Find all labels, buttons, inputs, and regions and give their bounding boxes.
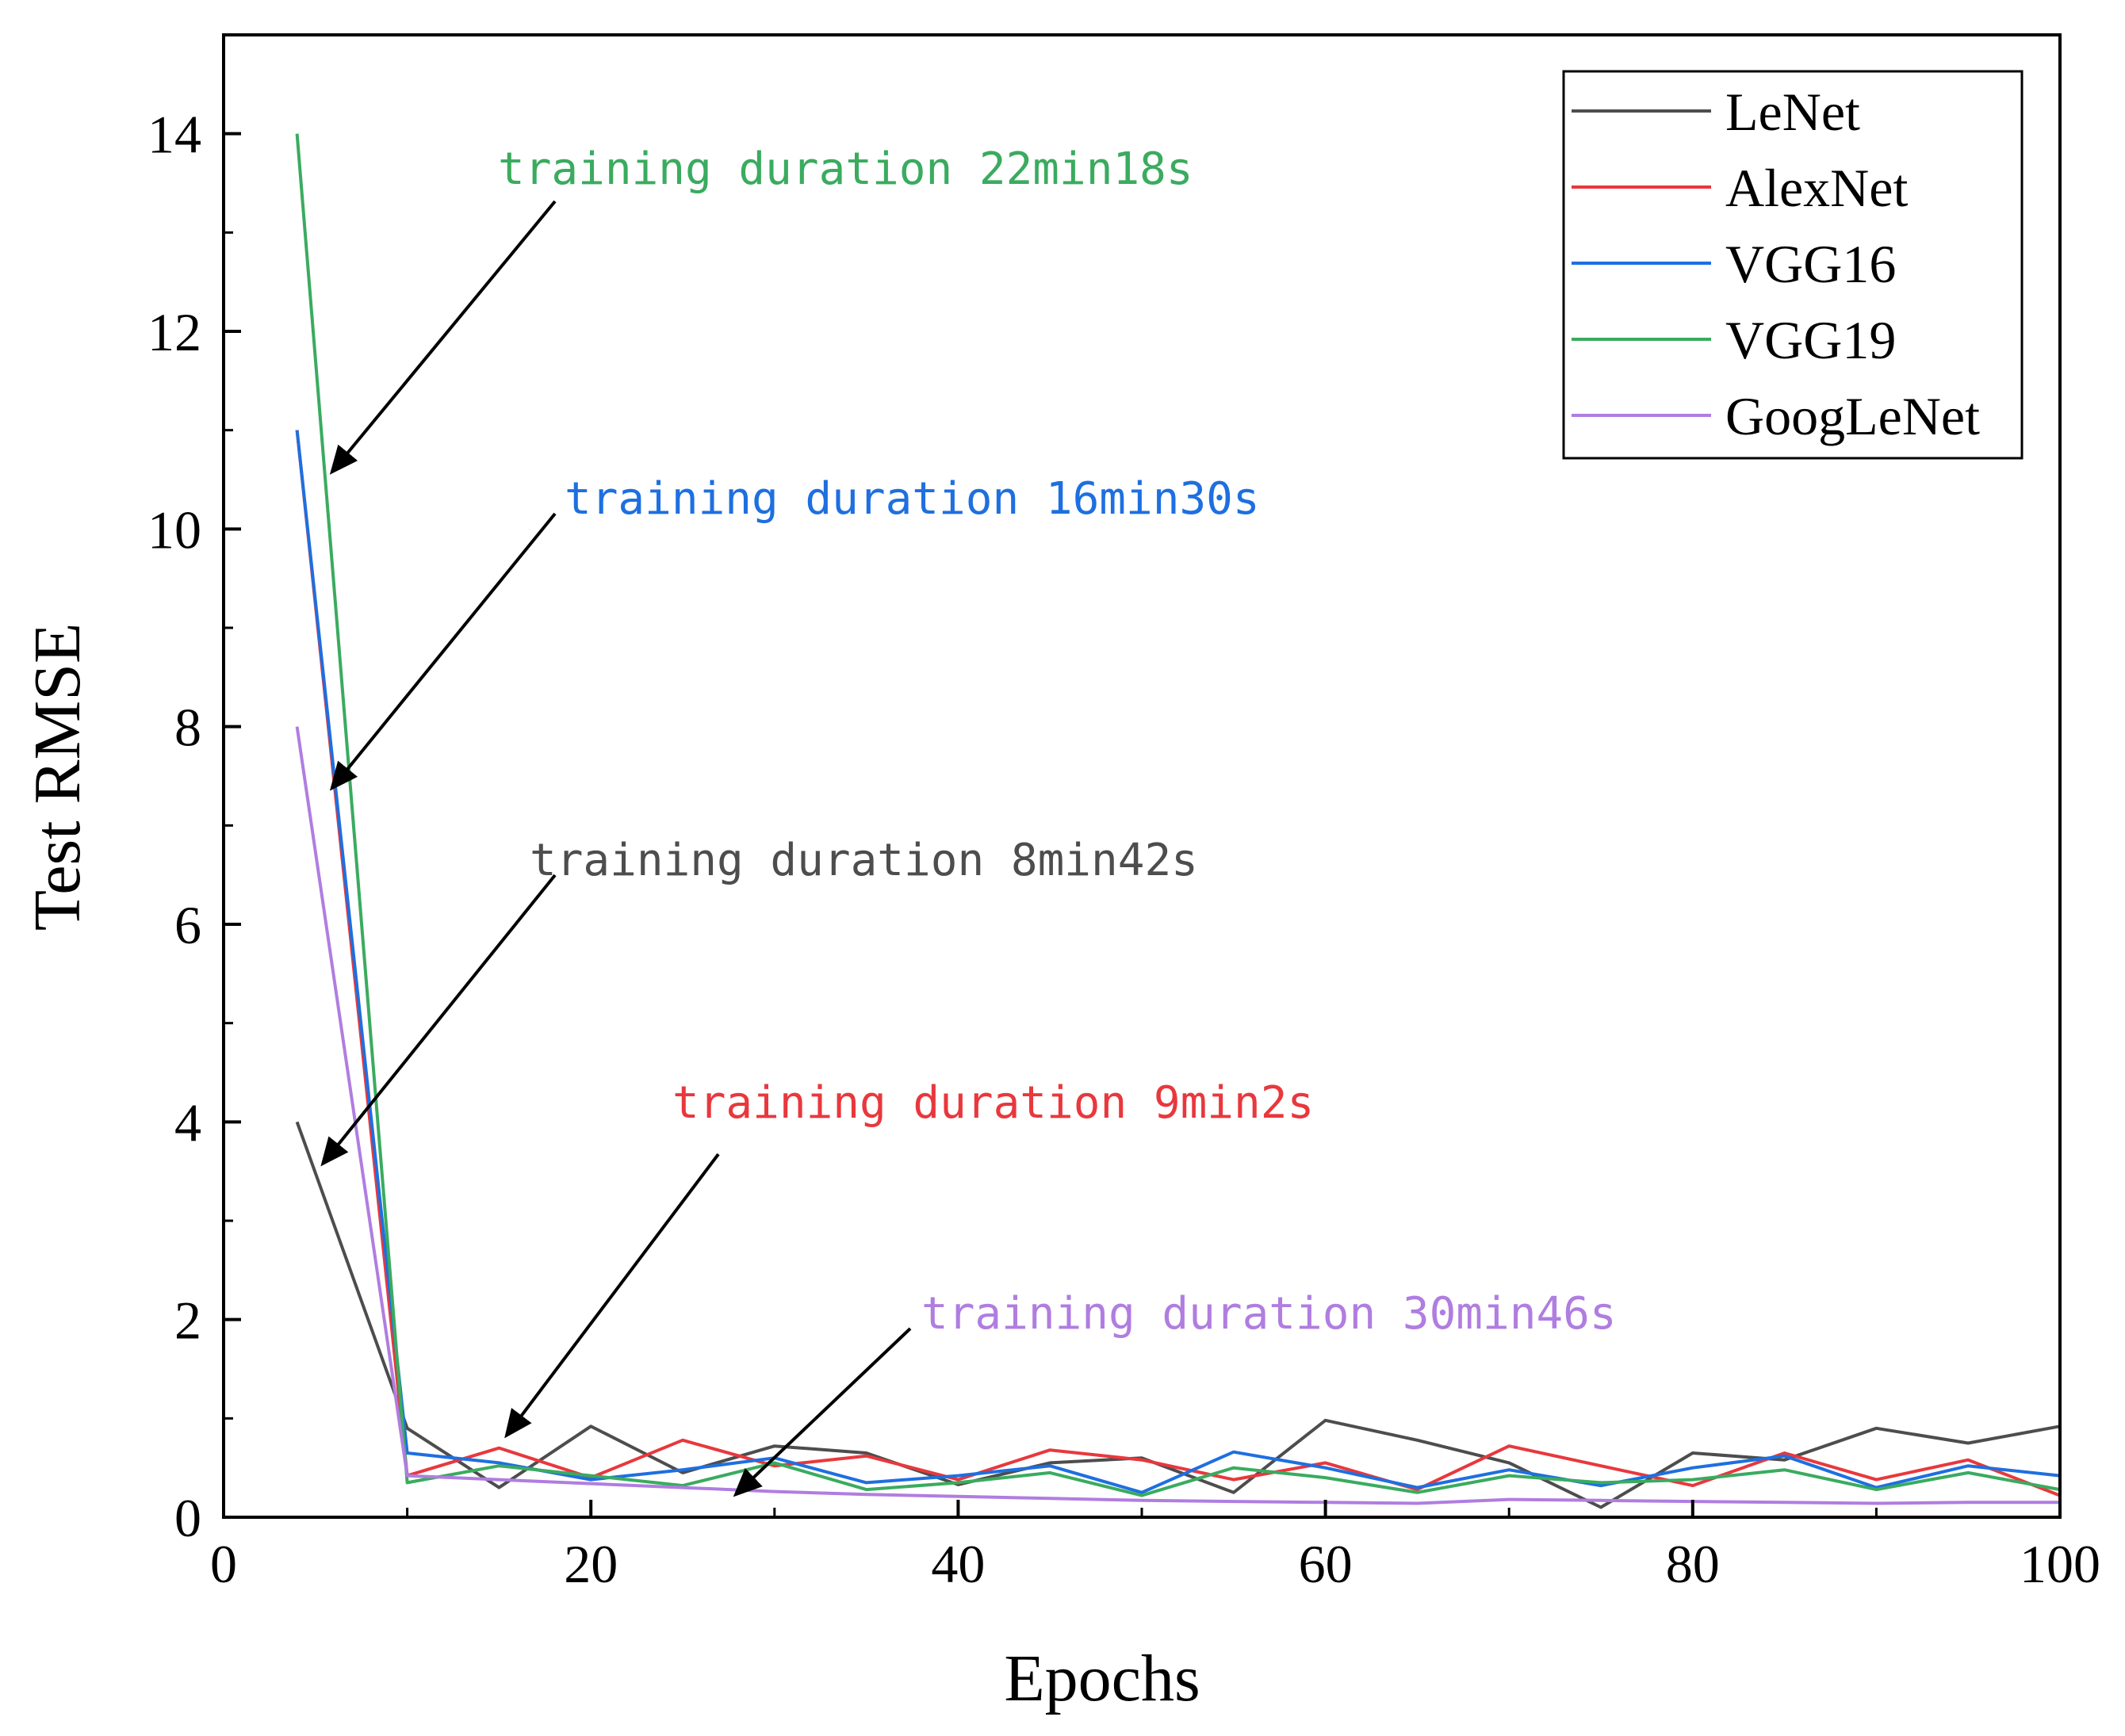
- x-tick-label: 100: [2020, 1534, 2100, 1594]
- y-tick-label: 12: [147, 302, 201, 362]
- legend-label-lenet: LeNet: [1725, 82, 1860, 142]
- legend-label-vgg19: VGG19: [1725, 310, 1896, 370]
- x-tick-label: 40: [931, 1534, 985, 1594]
- series-line-googlenet: [295, 726, 2060, 1505]
- y-tick-label: 8: [174, 698, 201, 758]
- y-tick-label: 2: [174, 1291, 201, 1351]
- annotation-arrow: [733, 1327, 912, 1497]
- x-tick-label: 60: [1299, 1534, 1353, 1594]
- annotation-label: training duration 16min30s: [565, 473, 1260, 525]
- annotation-arrow: [320, 874, 557, 1167]
- annotation-arrow: [504, 1153, 720, 1439]
- series-line-vgg19: [295, 133, 2061, 1497]
- annotation-label: training duration 30min46s: [921, 1288, 1617, 1340]
- annotation-label: training duration 9min2s: [672, 1077, 1314, 1129]
- y-tick-label: 14: [147, 105, 201, 165]
- annotation-arrow: [329, 512, 557, 791]
- y-tick-label: 0: [174, 1488, 201, 1548]
- y-tick-label: 10: [147, 499, 201, 560]
- legend-label-alexnet: AlexNet: [1725, 158, 1908, 218]
- x-axis-title: Epochs: [1004, 1642, 1200, 1715]
- y-tick-label: 6: [174, 895, 201, 955]
- annotation-arrow: [329, 200, 557, 475]
- legend-label-googlenet: GoogLeNet: [1725, 386, 1980, 446]
- legend: LeNet AlexNet VGG16 VGG19 GoogLeNet: [1562, 70, 2024, 460]
- annotation-label: training duration 8min42s: [530, 835, 1198, 886]
- legend-label-vgg16: VGG16: [1725, 234, 1896, 294]
- axes-layer: 0 20 40 60 80 100 0 2 4 6 8 10 12 14: [147, 105, 2100, 1594]
- annotation-layer: training duration 22min18s training durat…: [320, 143, 1617, 1497]
- x-tick-label: 20: [564, 1534, 618, 1594]
- y-tick-label: 4: [174, 1092, 201, 1153]
- series-layer: [295, 133, 2061, 1509]
- y-axis-title: Test RMSE: [21, 623, 94, 931]
- x-tick-label: 0: [210, 1534, 237, 1594]
- x-tick-label: 80: [1666, 1534, 1720, 1594]
- annotation-label: training duration 22min18s: [498, 143, 1193, 195]
